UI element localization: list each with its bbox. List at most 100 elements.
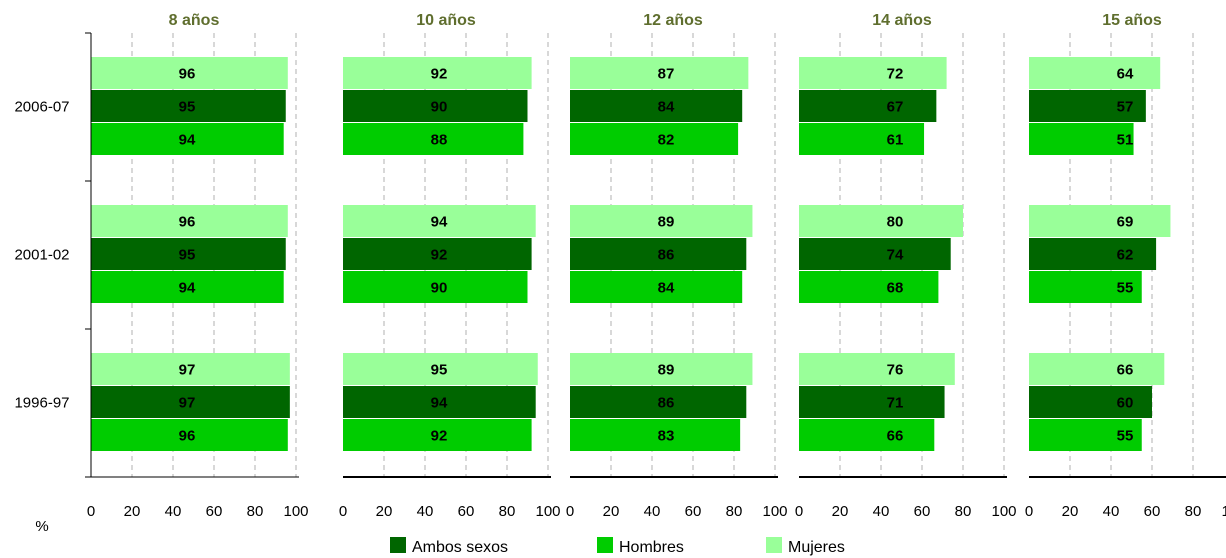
- bar-label: 80: [887, 214, 904, 231]
- bar-label: 96: [179, 428, 196, 445]
- bar-label: 94: [179, 280, 196, 297]
- bar-label: 96: [179, 66, 196, 83]
- bar-12-anos-2006-07-hombres: [570, 123, 739, 155]
- bar-10-anos-2001-02-mujeres: [343, 205, 536, 237]
- x-tick-label: 100: [762, 503, 787, 520]
- panels-layer: 96 95 94 96 95 94 97 97 96 0 20 40 60 80 100 8 años 92 90…: [87, 12, 1226, 520]
- bar-label: 55: [1117, 428, 1134, 445]
- bar-10-anos-1996-97-mujeres: [343, 353, 538, 385]
- row-labels: 2006-07 2001-02 1996-97: [14, 32, 92, 478]
- bar-15-anos-2006-07-mujeres: [1029, 57, 1161, 89]
- bar-15-anos-1996-97-ambos-sexos: [1029, 386, 1152, 418]
- legend-item-hombres: Hombres: [597, 537, 684, 556]
- bar-label: 94: [431, 214, 448, 231]
- x-tick-label: 40: [873, 503, 890, 520]
- panel-title: 15 años: [1102, 12, 1162, 29]
- x-tick-label: 60: [685, 503, 702, 520]
- bar-10-anos-2001-02-ambos-sexos: [343, 238, 532, 270]
- bar-14-anos-2001-02-mujeres: [799, 205, 963, 237]
- bar-label: 90: [431, 99, 448, 116]
- panel-12-anos: 87 84 82 89 86 84 89 86 83 0 20 40 60 80 100 12 años: [566, 12, 788, 520]
- x-tick-label: 0: [87, 503, 95, 520]
- bar-label: 82: [658, 132, 675, 149]
- bar-label: 74: [887, 247, 904, 264]
- panel-14-anos: 72 67 61 80 74 68 76 71 66 0 20 40 60 80 100 14 años: [795, 12, 1017, 520]
- panel-title: 8 años: [169, 12, 220, 29]
- bar-15-anos-2006-07-ambos-sexos: [1029, 90, 1146, 122]
- bar-14-anos-2006-07-ambos-sexos: [799, 90, 937, 122]
- x-tick-label: 100: [991, 503, 1016, 520]
- bar-label: 96: [179, 214, 196, 231]
- bar-label: 64: [1117, 66, 1134, 83]
- bar-12-anos-1996-97-ambos-sexos: [570, 386, 747, 418]
- legend-label: Mujeres: [788, 539, 845, 556]
- x-tick-label: 20: [1062, 503, 1079, 520]
- legend-swatch: [766, 537, 782, 553]
- x-tick-label: 20: [124, 503, 141, 520]
- panel-title: 14 años: [872, 12, 932, 29]
- bar-label: 57: [1117, 99, 1134, 116]
- bar-12-anos-1996-97-hombres: [570, 419, 741, 451]
- x-tick-label: 40: [1103, 503, 1120, 520]
- bar-label: 86: [658, 395, 675, 412]
- bar-10-anos-2006-07-ambos-sexos: [343, 90, 528, 122]
- bar-12-anos-2001-02-ambos-sexos: [570, 238, 747, 270]
- bar-label: 88: [431, 132, 448, 149]
- bar-label: 60: [1117, 395, 1134, 412]
- bar-label: 55: [1117, 280, 1134, 297]
- bar-label: 89: [658, 214, 675, 231]
- unit-label: %: [35, 518, 48, 535]
- x-tick-label: 100: [1221, 503, 1226, 520]
- bar-label: 87: [658, 66, 675, 83]
- panel-title: 12 años: [643, 12, 703, 29]
- x-tick-label: 40: [417, 503, 434, 520]
- bar-10-anos-2006-07-mujeres: [343, 57, 532, 89]
- x-tick-label: 80: [726, 503, 743, 520]
- bar-label: 68: [887, 280, 904, 297]
- bar-14-anos-2001-02-hombres: [799, 271, 939, 303]
- bar-label: 94: [431, 395, 448, 412]
- row-label-1996-97: 1996-97: [14, 395, 69, 412]
- bar-label: 62: [1117, 247, 1134, 264]
- bar-label: 92: [431, 247, 448, 264]
- x-tick-label: 80: [247, 503, 264, 520]
- x-tick-label: 100: [535, 503, 560, 520]
- bar-10-anos-1996-97-hombres: [343, 419, 532, 451]
- bar-label: 92: [431, 66, 448, 83]
- bar-14-anos-1996-97-hombres: [799, 419, 935, 451]
- bar-label: 72: [887, 66, 904, 83]
- bar-8-anos-1996-97-mujeres: [91, 353, 290, 385]
- bar-label: 83: [658, 428, 675, 445]
- x-tick-label: 100: [283, 503, 308, 520]
- bar-15-anos-1996-97-mujeres: [1029, 353, 1165, 385]
- bar-label: 66: [887, 428, 904, 445]
- bar-14-anos-2001-02-ambos-sexos: [799, 238, 951, 270]
- legend-label: Ambos sexos: [412, 539, 508, 556]
- bar-10-anos-2006-07-hombres: [343, 123, 524, 155]
- bar-12-anos-2001-02-hombres: [570, 271, 743, 303]
- x-tick-label: 0: [795, 503, 803, 520]
- bar-label: 61: [887, 132, 904, 149]
- x-tick-label: 80: [1185, 503, 1202, 520]
- bar-label: 97: [179, 395, 196, 412]
- bar-14-anos-1996-97-mujeres: [799, 353, 955, 385]
- bar-label: 97: [179, 362, 196, 379]
- legend-item-mujeres: Mujeres: [766, 537, 845, 556]
- bar-10-anos-2001-02-hombres: [343, 271, 528, 303]
- bar-15-anos-2001-02-hombres: [1029, 271, 1142, 303]
- panel-15-anos: 64 57 51 69 62 55 66 60 55 0 20 40 60 80 100 15 años: [1025, 12, 1226, 520]
- bar-label: 84: [658, 99, 675, 116]
- bar-8-anos-2006-07-hombres: [91, 123, 284, 155]
- bar-label: 66: [1117, 362, 1134, 379]
- bar-10-anos-1996-97-ambos-sexos: [343, 386, 536, 418]
- bar-8-anos-2006-07-mujeres: [91, 57, 288, 89]
- x-tick-label: 80: [499, 503, 516, 520]
- x-tick-label: 20: [376, 503, 393, 520]
- bar-8-anos-1996-97-hombres: [91, 419, 288, 451]
- bar-14-anos-2006-07-mujeres: [799, 57, 947, 89]
- x-tick-label: 20: [603, 503, 620, 520]
- bar-label: 94: [179, 132, 196, 149]
- legend-label: Hombres: [619, 539, 684, 556]
